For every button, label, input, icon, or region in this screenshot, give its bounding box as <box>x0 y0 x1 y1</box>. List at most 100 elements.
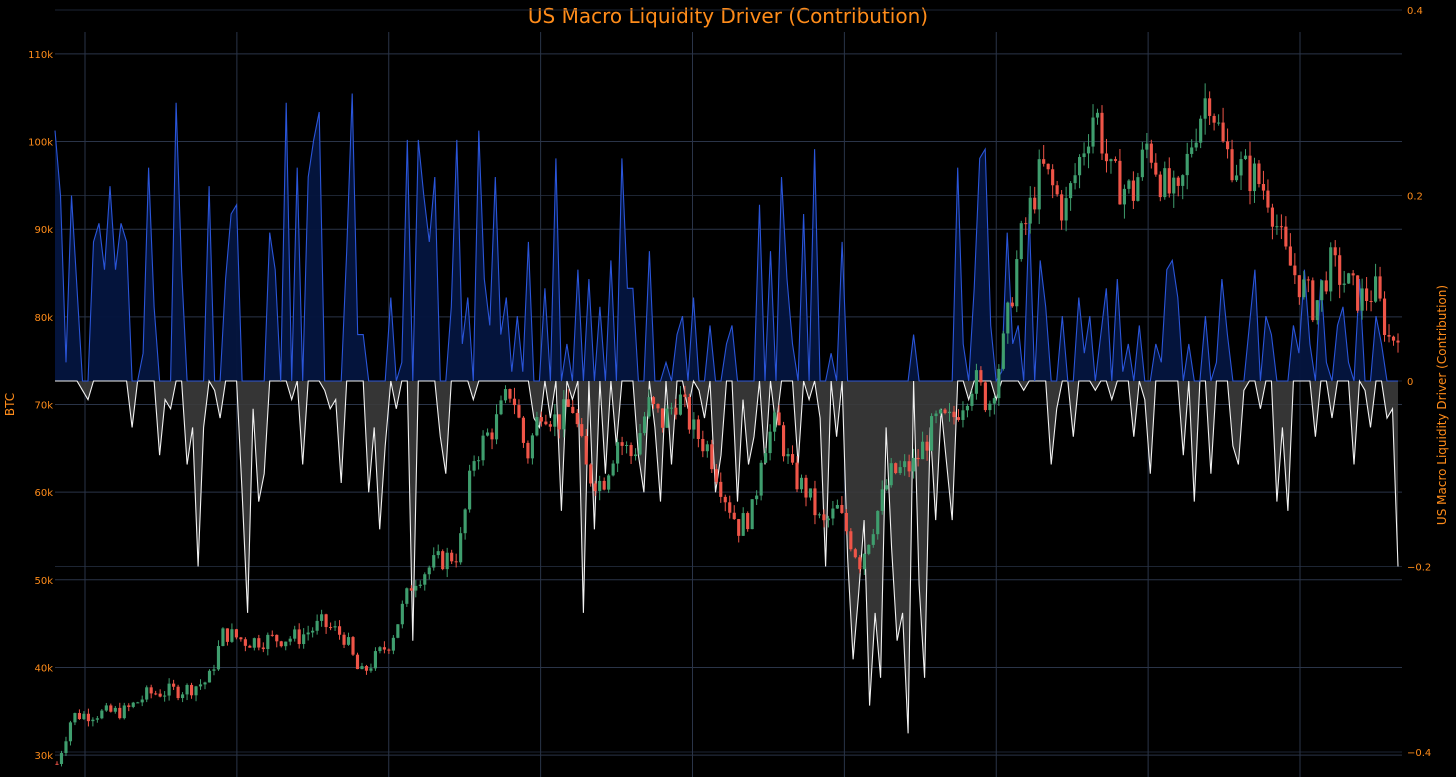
btc-candle-body <box>122 705 126 719</box>
btc-candle-body <box>1194 142 1198 148</box>
btc-candle-body <box>858 557 862 570</box>
btc-candle-body <box>252 638 256 648</box>
btc-candle-body <box>1297 275 1301 298</box>
grid <box>55 9 1402 777</box>
btc-candle-body <box>539 417 543 422</box>
btc-candle-body <box>580 424 584 436</box>
btc-candle-body <box>1073 175 1077 184</box>
btc-candle-body <box>840 504 844 513</box>
btc-candle-body <box>337 626 342 635</box>
btc-candle-body <box>1064 198 1068 221</box>
btc-candle-body <box>68 722 73 742</box>
btc-candle-body <box>185 684 189 695</box>
axes: 30k 40k 50k 60k 70k 80k 90k 100k 110k −0.4 −0.2 0 0.… <box>3 6 1449 762</box>
y-left-tick-label: 80k <box>34 313 53 324</box>
btc-candle-body <box>813 488 817 516</box>
btc-candle-body <box>607 475 611 490</box>
btc-candle-body <box>441 551 445 570</box>
btc-candle-body <box>889 463 893 486</box>
btc-candle-body <box>804 477 808 498</box>
btc-candle-body <box>943 409 947 414</box>
btc-candle-body <box>903 461 907 468</box>
btc-candle-body <box>409 588 413 591</box>
btc-candle-body <box>822 514 826 521</box>
btc-candle-body <box>1226 141 1230 150</box>
btc-candle-body <box>1199 118 1203 143</box>
btc-candle-body <box>759 462 763 496</box>
btc-candle-body <box>526 442 530 459</box>
btc-candle-body <box>1042 159 1046 164</box>
btc-candle-body <box>351 637 355 655</box>
btc-candle-body <box>508 389 512 399</box>
btc-candle-body <box>490 432 494 440</box>
btc-candle-body <box>172 683 176 687</box>
btc-candle-body <box>1077 157 1082 176</box>
btc-candle-body <box>938 409 943 414</box>
btc-candle-body <box>535 417 539 436</box>
btc-candle-body <box>1360 288 1364 311</box>
btc-candle-body <box>970 393 974 406</box>
btc-candle-body <box>1069 183 1073 199</box>
btc-candle-body <box>1028 197 1032 224</box>
btc-candle-body <box>997 368 1001 399</box>
btc-candle-body <box>1149 143 1153 163</box>
btc-candle-body <box>660 408 665 428</box>
btc-candle-body <box>1288 246 1292 266</box>
btc-candle-body <box>1091 117 1095 147</box>
btc-candle-body <box>1230 149 1234 181</box>
btc-candle-body <box>683 394 687 397</box>
y-left-tick-label: 110k <box>28 50 53 61</box>
btc-candle-body <box>454 561 458 563</box>
btc-candle-body <box>288 638 292 642</box>
btc-candle-body <box>225 628 229 642</box>
btc-candle-body <box>239 637 243 640</box>
btc-candle-body <box>548 424 552 427</box>
btc-candle-body <box>746 513 750 530</box>
btc-candle-body <box>230 629 234 642</box>
btc-candle-body <box>871 534 875 545</box>
btc-candle-body <box>611 463 615 476</box>
btc-candle-body <box>988 403 992 411</box>
btc-candle-body <box>342 634 346 645</box>
btc-candle-body <box>400 603 404 625</box>
y-right-tick-label: 0 <box>1407 377 1413 388</box>
y-left-tick-label: 70k <box>34 401 53 412</box>
btc-candle-body <box>261 647 265 650</box>
btc-candle-body <box>1122 188 1126 205</box>
btc-candle-body <box>445 552 449 570</box>
btc-candle-body <box>1261 184 1266 191</box>
btc-candle-body <box>100 710 104 719</box>
btc-candle-body <box>553 414 557 427</box>
btc-candle-body <box>723 496 727 503</box>
btc-candle-body <box>925 441 929 451</box>
btc-candle-body <box>1391 336 1396 341</box>
btc-candle-body <box>575 413 579 425</box>
btc-candle-body <box>1046 163 1050 170</box>
btc-candle-body <box>324 614 328 628</box>
btc-candle-body <box>849 531 853 550</box>
btc-candle-body <box>1302 279 1306 298</box>
btc-candle-body <box>1118 160 1122 205</box>
btc-candle-body <box>1163 168 1167 198</box>
btc-candle-body <box>270 634 274 636</box>
btc-candle-body <box>275 634 279 642</box>
btc-candle-body <box>768 431 772 454</box>
btc-candle-body <box>1234 175 1239 181</box>
btc-candle-body <box>378 647 382 652</box>
btc-candle-body <box>1369 300 1373 302</box>
btc-candle-body <box>817 514 822 516</box>
btc-candle-body <box>154 693 158 695</box>
btc-candle-body <box>678 394 682 415</box>
btc-candle-body <box>405 588 409 604</box>
btc-candle-body <box>234 629 238 638</box>
btc-candle-body <box>665 408 669 428</box>
btc-candle-body <box>732 512 736 520</box>
btc-candle-body <box>1167 168 1171 194</box>
btc-candle-body <box>369 668 373 671</box>
btc-candle-body <box>602 480 606 490</box>
btc-candle-body <box>468 470 472 510</box>
btc-candle-body <box>638 433 642 455</box>
btc-candle-body <box>315 620 319 631</box>
btc-candle-body <box>808 488 813 498</box>
btc-candle-body <box>243 639 247 646</box>
